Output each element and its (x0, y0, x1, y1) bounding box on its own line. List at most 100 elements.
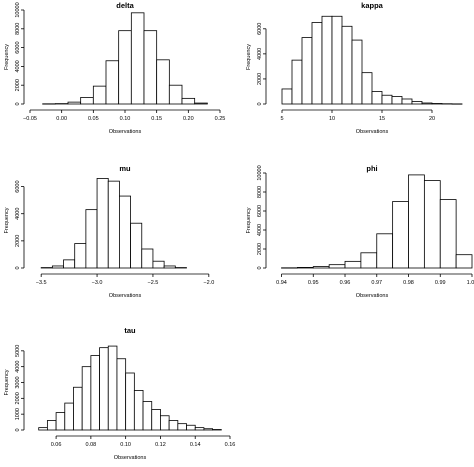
histogram-bar (74, 243, 87, 269)
y-tick-label: 2000 (257, 243, 263, 255)
histogram-bar (46, 420, 57, 431)
y-tick-label: 6000 (257, 23, 263, 35)
y-tick-label: 0 (15, 266, 21, 269)
y-axis-label: Frequency (4, 44, 10, 70)
histogram-bar (119, 195, 131, 269)
histogram-bar (80, 97, 94, 105)
histogram-bar (163, 265, 176, 269)
x-axis-label: Observations (356, 129, 389, 135)
histogram-bar (64, 402, 74, 431)
y-tick-label: 2000 (15, 392, 21, 404)
x-tick-label: 0.96 (340, 280, 351, 286)
y-tick-label: 8000 (15, 23, 21, 35)
x-tick-label: −3.0 (92, 280, 103, 286)
x-tick-label: 15 (379, 116, 385, 122)
histogram-bar (99, 347, 109, 431)
histogram-panel-kappa: kappa 5 10 15 20 0 2000 4000 6000 Observations Fre… (246, 1, 463, 135)
x-tick-label: −2.0 (203, 280, 214, 286)
x-tick-label: 0.20 (183, 116, 194, 122)
y-tick-label: 6000 (15, 180, 21, 192)
x-tick-label: 0.94 (276, 280, 287, 286)
histogram-bar (107, 345, 118, 431)
histogram-bar (90, 355, 100, 431)
x-tick-label: 0.97 (371, 280, 382, 286)
histogram-bar (361, 72, 373, 105)
y-tick-label: 8000 (257, 186, 263, 198)
histogram-bar (63, 259, 76, 269)
histogram-panel-phi: phi 0.94 0.95 0.96 0.97 0.98 0.99 1.00 0 2000 4000… (246, 164, 474, 299)
y-tick-label: 4000 (257, 48, 263, 60)
histogram-bar (186, 424, 196, 431)
x-tick-label: 1.00 (467, 280, 474, 286)
histogram-bar (38, 427, 48, 431)
histogram-bar (455, 254, 473, 269)
y-tick-label: 2000 (15, 79, 21, 91)
histogram-bar (105, 60, 120, 105)
histogram-panel-tau: tau 0.06 0.08 0.10 0.12 0.14 0.16 0 1000 2000 3000… (4, 326, 235, 461)
y-tick-label: 10000 (15, 2, 21, 17)
histogram-bar (130, 12, 145, 105)
y-tick-label: 0 (15, 102, 21, 105)
y-tick-label: 4000 (15, 208, 21, 220)
histogram-bar (177, 423, 187, 431)
y-tick-label: 4000 (15, 60, 21, 72)
y-tick-label: 0 (257, 266, 263, 269)
x-tick-label: 0.00 (56, 116, 67, 122)
x-tick-label: 0.05 (88, 116, 99, 122)
x-tick-label: 0.99 (435, 280, 446, 286)
x-axis-label: Observations (114, 455, 147, 461)
histogram-bar (152, 260, 165, 269)
y-tick-label: 4000 (15, 361, 21, 373)
histogram-bar (341, 25, 353, 105)
histogram-bar (411, 101, 423, 105)
histogram-bar (392, 201, 409, 269)
histogram-bar (439, 199, 457, 269)
histogram-bar (181, 97, 196, 105)
histogram-bar (391, 96, 403, 105)
x-tick-label: 0.25 (215, 116, 226, 122)
histogram-bar (423, 180, 441, 269)
y-tick-label: 6000 (15, 41, 21, 53)
panel-title: mu (119, 164, 131, 173)
histogram-bar (408, 174, 425, 269)
x-tick-label: 0.10 (120, 116, 131, 122)
x-tick-label: 10 (329, 116, 335, 122)
x-tick-label: 0.06 (51, 442, 62, 448)
x-tick-label: 5 (280, 116, 283, 122)
y-tick-label: 6000 (257, 205, 263, 217)
histogram-bar (371, 91, 383, 105)
y-axis-label: Frequency (246, 207, 252, 233)
y-tick-label: 4000 (257, 224, 263, 236)
histogram-bar (125, 372, 135, 431)
histogram-bar (160, 415, 170, 431)
histogram-bar (421, 102, 433, 105)
histogram-bar (194, 427, 205, 431)
histogram-bar (51, 265, 64, 269)
y-tick-label: 0 (15, 428, 21, 431)
histogram-bar (331, 15, 343, 105)
histogram-bar (203, 428, 214, 431)
x-tick-label: −2.5 (148, 280, 159, 286)
histogram-bar (328, 264, 346, 269)
histogram-bar (118, 30, 132, 105)
histogram-bar (85, 209, 98, 269)
y-tick-label: 1000 (15, 408, 21, 420)
histogram-bar (431, 103, 443, 105)
histogram-bar (312, 266, 330, 269)
panel-title: phi (366, 164, 377, 173)
histogram-bar (296, 267, 314, 269)
histogram-bar (301, 37, 313, 105)
y-tick-label: 3000 (15, 376, 21, 388)
histogram-bar (401, 98, 413, 105)
panel-title: tau (124, 326, 136, 335)
histogram-bar (92, 85, 107, 105)
histogram-bar (143, 30, 158, 105)
histogram-bar (130, 222, 143, 269)
histogram-bar (311, 22, 323, 105)
panel-title: delta (116, 1, 134, 10)
histogram-bar (141, 248, 154, 269)
y-axis-label: Frequency (4, 207, 10, 233)
y-tick-label: 0 (257, 102, 263, 105)
histogram-panel-delta: delta −0.05 0.00 0.05 0.10 0.15 0.20 0.25 0 2000 4… (4, 1, 225, 135)
